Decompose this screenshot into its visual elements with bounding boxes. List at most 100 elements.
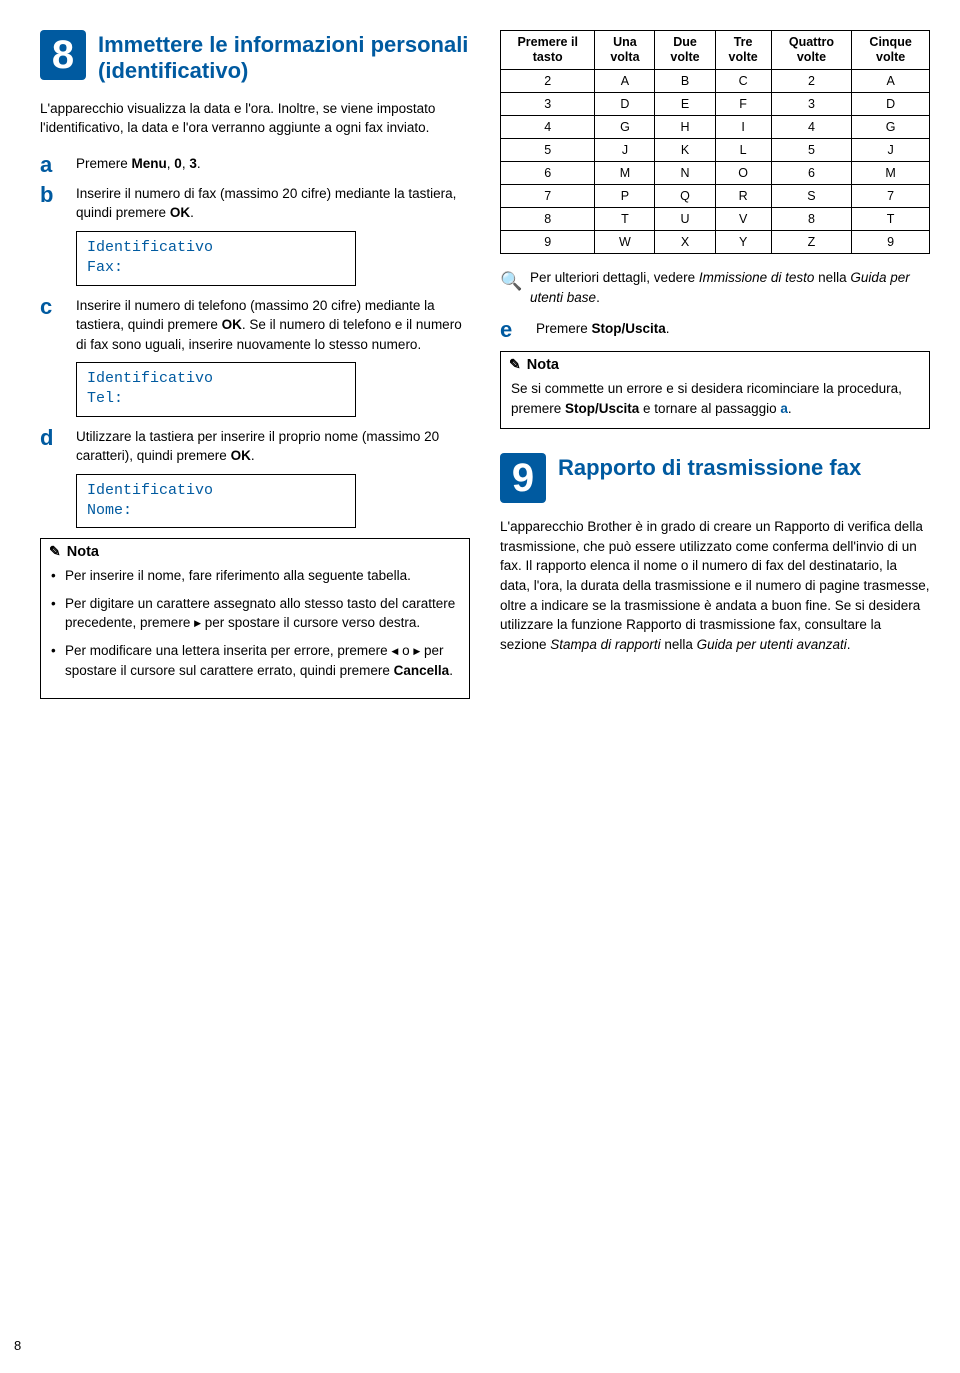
lcd-line: Identificativo	[87, 238, 345, 258]
table-cell: A	[852, 70, 930, 93]
text: per spostare il cursore verso destra.	[201, 615, 420, 630]
substep-e: e Premere Stop/Uscita.	[500, 319, 930, 341]
digit-0: 0	[174, 156, 182, 171]
table-body: 2ABC2A3DEF3D4GHI4G5JKL5J6MNO6M7PQRS78TUV…	[501, 70, 930, 254]
arrow-right-icon	[194, 615, 201, 630]
digit-3: 3	[189, 156, 197, 171]
ok-text: OK	[170, 205, 190, 220]
text: .	[197, 156, 201, 171]
character-table: Premere il tastoUna voltaDue volteTre vo…	[500, 30, 930, 254]
stop-text: Stop/Uscita	[565, 401, 639, 416]
table-cell: V	[715, 208, 771, 231]
note-label-text: Nota	[527, 357, 559, 373]
table-cell: 4	[501, 116, 595, 139]
text: .	[596, 290, 600, 305]
table-cell: G	[595, 116, 655, 139]
table-cell: 7	[501, 185, 595, 208]
step-8-number: 8	[40, 30, 86, 80]
lcd-tel: Identificativo Tel:	[76, 362, 356, 417]
step-8-intro: L'apparecchio visualizza la data e l'ora…	[40, 99, 470, 138]
note-label-text: Nota	[67, 544, 99, 560]
table-cell: O	[715, 162, 771, 185]
substep-a-body: Premere Menu, 0, 3.	[76, 154, 470, 176]
text: Inserire il numero di fax (massimo 20 ci…	[76, 186, 456, 221]
lcd-line: Identificativo	[87, 481, 345, 501]
text: o	[398, 643, 413, 658]
table-header-row: Premere il tastoUna voltaDue volteTre vo…	[501, 31, 930, 70]
table-cell: U	[655, 208, 715, 231]
substep-letter-b: b	[40, 184, 60, 223]
lcd-nome: Identificativo Nome:	[76, 474, 356, 529]
text: .	[847, 637, 851, 652]
note-li-2: Per digitare un carattere assegnato allo…	[51, 594, 459, 633]
step-9-number: 9	[500, 453, 546, 503]
tip-text: Per ulteriori dettagli, vedere Immission…	[530, 268, 930, 307]
table-row: 2ABC2A	[501, 70, 930, 93]
text: e tornare al passaggio	[639, 401, 780, 416]
table-cell: 9	[501, 231, 595, 254]
table-cell: M	[595, 162, 655, 185]
step-9-title: Rapporto di trasmissione fax	[558, 453, 861, 481]
text: .	[449, 663, 453, 678]
ok-text: OK	[222, 317, 242, 332]
note-box-2: ✎ Nota Se si commette un errore e si des…	[500, 351, 930, 429]
table-cell: L	[715, 139, 771, 162]
table-cell: 6	[501, 162, 595, 185]
text: Premere	[536, 321, 592, 336]
table-cell: 4	[771, 116, 852, 139]
italic-ref: Stampa di rapporti	[550, 637, 660, 652]
note-body: Se si commette un errore e si desidera r…	[501, 377, 929, 428]
menu-text: Menu	[132, 156, 167, 171]
table-cell: 8	[771, 208, 852, 231]
substep-b-body: Inserire il numero di fax (massimo 20 ci…	[76, 184, 470, 223]
table-header-cell: Due volte	[655, 31, 715, 70]
table-cell: 5	[501, 139, 595, 162]
text: Per modificare una lettera inserita per …	[65, 643, 391, 658]
lcd-line: Nome:	[87, 501, 345, 521]
text: L'apparecchio Brother è in grado di crea…	[500, 519, 930, 651]
table-cell: H	[655, 116, 715, 139]
table-cell: C	[715, 70, 771, 93]
text: Per ulteriori dettagli, vedere	[530, 270, 699, 285]
table-header-cell: Premere il tasto	[501, 31, 595, 70]
table-cell: 2	[501, 70, 595, 93]
note-label: ✎ Nota	[501, 352, 929, 377]
text: .	[666, 321, 670, 336]
ok-text: OK	[231, 448, 251, 463]
substep-b: b Inserire il numero di fax (massimo 20 …	[40, 184, 470, 223]
italic-ref: Immissione di testo	[699, 270, 815, 285]
table-cell: 9	[852, 231, 930, 254]
note-label: ✎ Nota	[41, 539, 469, 564]
table-cell: F	[715, 93, 771, 116]
table-header-cell: Quattro volte	[771, 31, 852, 70]
table-cell: D	[852, 93, 930, 116]
substep-letter-a: a	[40, 154, 60, 176]
table-cell: 5	[771, 139, 852, 162]
text: .	[190, 205, 194, 220]
substep-letter-d: d	[40, 427, 60, 466]
note-li-3: Per modificare una lettera inserita per …	[51, 641, 459, 680]
table-cell: J	[852, 139, 930, 162]
table-row: 8TUV8T	[501, 208, 930, 231]
table-cell: B	[655, 70, 715, 93]
table-row: 7PQRS7	[501, 185, 930, 208]
table-cell: N	[655, 162, 715, 185]
table-cell: M	[852, 162, 930, 185]
table-cell: P	[595, 185, 655, 208]
cancel-text: Cancella	[394, 663, 450, 678]
table-row: 3DEF3D	[501, 93, 930, 116]
page-number: 8	[14, 1338, 21, 1353]
lcd-line: Identificativo	[87, 369, 345, 389]
table-cell: A	[595, 70, 655, 93]
note-box-1: ✎ Nota Per inserire il nome, fare riferi…	[40, 538, 470, 699]
pencil-icon: ✎	[49, 543, 61, 560]
step-8-title: Immettere le informazioni personali (ide…	[98, 30, 470, 85]
table-cell: X	[655, 231, 715, 254]
text: Utilizzare la tastiera per inserire il p…	[76, 429, 439, 464]
substep-letter-e: e	[500, 319, 520, 341]
magnifier-tip: 🔍 Per ulteriori dettagli, vedere Immissi…	[500, 268, 930, 307]
substep-letter-c: c	[40, 296, 60, 355]
note-li-1: Per inserire il nome, fare riferimento a…	[51, 566, 459, 586]
text: nella	[814, 270, 850, 285]
lcd-line: Fax:	[87, 258, 345, 278]
